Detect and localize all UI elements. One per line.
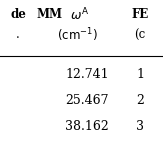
Text: (c: (c <box>134 29 146 42</box>
Text: de: de <box>10 8 26 22</box>
Text: 1: 1 <box>136 68 144 82</box>
Text: 38.162: 38.162 <box>65 120 109 133</box>
Text: MM: MM <box>36 8 62 22</box>
Text: 25.467: 25.467 <box>65 95 109 108</box>
Text: .: . <box>16 29 20 42</box>
Text: 3: 3 <box>136 120 144 133</box>
Text: 12.741: 12.741 <box>65 68 109 82</box>
Text: $\omega^{\mathrm{A}}$: $\omega^{\mathrm{A}}$ <box>70 7 89 23</box>
Text: 2: 2 <box>136 95 144 108</box>
Text: $(\mathrm{cm}^{-1})$: $(\mathrm{cm}^{-1})$ <box>57 26 97 44</box>
Text: FE: FE <box>131 8 149 22</box>
